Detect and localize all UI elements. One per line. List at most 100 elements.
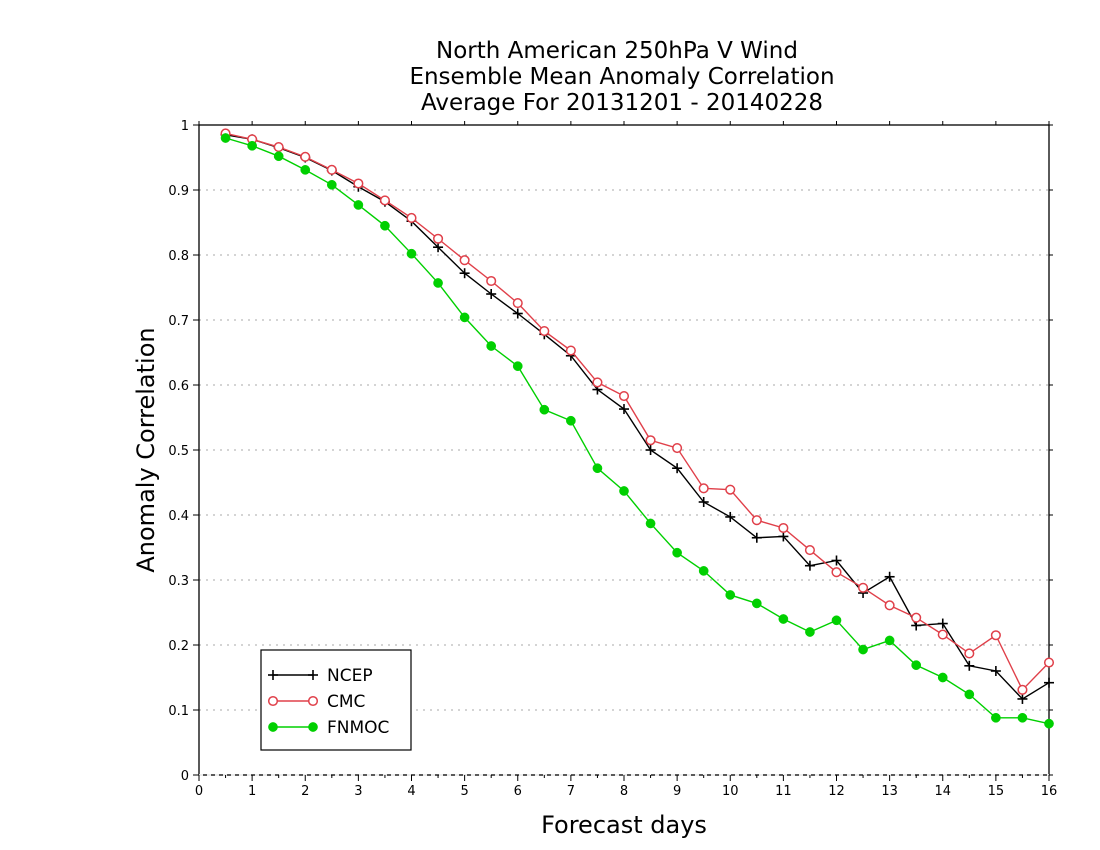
y-tick-label: 0.3: [168, 574, 189, 589]
x-tick-label: 6: [514, 784, 522, 799]
fnmoc-point: [991, 712, 1001, 723]
ncep-point: [778, 531, 789, 542]
ncep-point: [698, 497, 709, 507]
fnmoc-point: [566, 415, 576, 426]
fnmoc-point: [778, 614, 789, 624]
fnmoc-point: [619, 486, 629, 496]
legend-item-cmc: CMC: [267, 692, 365, 712]
legend-item-ncep: NCEP: [268, 666, 373, 686]
fnmoc-point: [220, 133, 231, 143]
fnmoc-point: [645, 518, 656, 529]
fnmoc-point: [937, 672, 948, 683]
y-axis-ticks: 0 0.1 0.2 0.3 0.4 0.5 0.6 0.7 0.8 0.9 1: [168, 119, 1053, 784]
cmc-point: [539, 326, 550, 337]
cmc-point: [778, 522, 789, 534]
fnmoc-point: [512, 361, 523, 371]
cmc-point: [512, 298, 523, 309]
ncep-point: [459, 268, 470, 279]
fnmoc-point: [433, 278, 443, 288]
series-line-fnmoc: [225, 137, 1050, 725]
fnmoc-point: [406, 248, 417, 259]
grid-lines: [199, 189, 1049, 711]
fnmoc-point: [751, 598, 762, 609]
legend-cmc-point: [307, 695, 319, 707]
x-tick-label: 12: [828, 784, 845, 799]
cmc-point: [911, 612, 922, 623]
ncep-point: [645, 445, 656, 455]
x-tick-label: 4: [407, 784, 415, 799]
ncep-point: [884, 571, 895, 582]
y-axis-label: Anomaly Correlation: [132, 327, 160, 572]
legend-ncep-point: [268, 670, 278, 680]
cmc-point: [858, 582, 869, 593]
y-tick-label: 0.6: [168, 379, 189, 394]
y-tick-label: 0.5: [168, 444, 189, 459]
ncep-point: [512, 308, 523, 319]
series-line-cmc: [225, 132, 1050, 692]
ncep-point: [804, 560, 815, 571]
x-tick-label: 0: [195, 784, 203, 799]
cmc-point: [406, 212, 417, 223]
x-tick-label: 8: [620, 784, 628, 799]
fnmoc-point: [273, 151, 284, 162]
cmc-point: [990, 630, 1001, 641]
x-tick-label: 2: [301, 784, 309, 799]
x-tick-label: 3: [354, 784, 362, 799]
fnmoc-point: [884, 635, 895, 646]
cmc-point: [273, 142, 284, 153]
fnmoc-point: [459, 312, 470, 323]
cmc-point: [884, 600, 895, 611]
legend-label: FNMOC: [327, 718, 389, 738]
cmc-point: [804, 545, 815, 556]
ncep-point: [619, 404, 629, 415]
x-axis-label: Forecast days: [541, 811, 707, 839]
cmc-point: [459, 255, 470, 266]
x-tick-label: 11: [775, 784, 792, 799]
fnmoc-point: [831, 615, 842, 626]
legend-box: [260, 649, 412, 751]
series-fnmoc: [220, 133, 1054, 729]
x-tick-label: 16: [1041, 784, 1058, 799]
legend-fnmoc-point: [308, 722, 318, 732]
ncep-point: [486, 289, 497, 299]
chart-title-line-1: North American 250hPa V Wind: [436, 38, 798, 64]
fnmoc-point: [672, 547, 682, 558]
legend-ncep-point: [308, 670, 318, 680]
legend-label: NCEP: [327, 666, 373, 686]
series-lines: [220, 128, 1055, 729]
ncep-point: [990, 666, 1001, 676]
y-tick-label: 0.4: [168, 509, 189, 524]
cmc-point: [326, 164, 337, 175]
fnmoc-point: [725, 590, 736, 600]
cmc-point: [592, 377, 603, 388]
ncep-point: [831, 555, 842, 566]
x-tick-label: 7: [567, 784, 575, 799]
series-cmc: [220, 128, 1055, 695]
fnmoc-point: [805, 627, 815, 637]
y-tick-label: 0.7: [168, 314, 189, 329]
cmc-point: [672, 443, 683, 454]
legend-label: CMC: [327, 692, 365, 712]
cmc-point: [1043, 657, 1055, 668]
fnmoc-point: [380, 220, 390, 231]
cmc-point: [565, 345, 576, 356]
y-tick-label: 1: [181, 119, 189, 134]
cmc-point: [645, 435, 656, 446]
ncep-point: [751, 532, 762, 543]
fnmoc-point: [698, 566, 709, 576]
legend-fnmoc-point: [268, 722, 278, 732]
fnmoc-point: [964, 689, 975, 700]
x-tick-label: 10: [722, 784, 739, 799]
x-axis-ticks: 0 1 2 3 4 5 6 7 8 9 10 11 12 13 14 15 16: [195, 121, 1057, 799]
legend-cmc-point: [267, 695, 279, 707]
ncep-point: [1044, 677, 1054, 688]
cmc-point: [751, 515, 762, 526]
cmc-point: [698, 483, 709, 494]
cmc-point: [433, 233, 444, 244]
cmc-point: [379, 195, 390, 206]
chart-title-line-3: Average For 20131201 - 20140228: [421, 90, 823, 116]
fnmoc-point: [911, 660, 922, 671]
fnmoc-point: [247, 140, 257, 151]
x-tick-label: 15: [988, 784, 1005, 799]
